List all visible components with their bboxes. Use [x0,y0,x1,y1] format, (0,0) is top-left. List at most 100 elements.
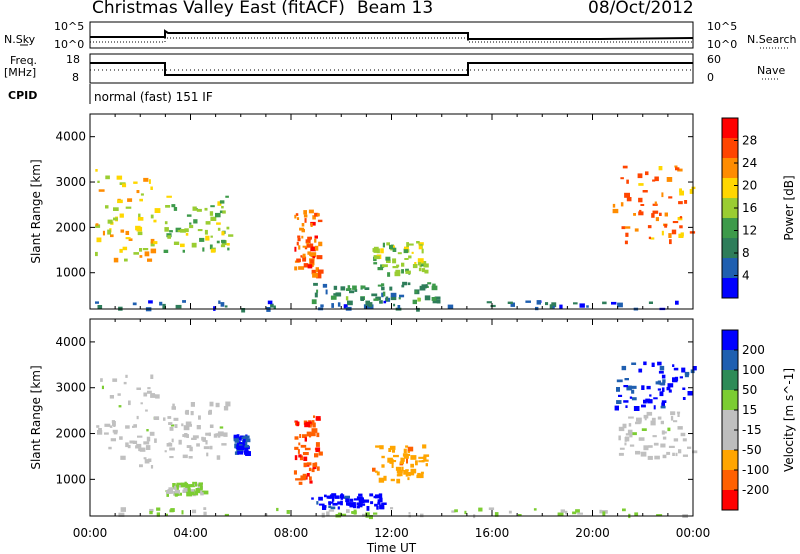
velocity-cell [672,452,675,456]
power-cell [658,166,663,171]
velocity-cell [147,390,152,394]
power-cell [375,296,381,300]
power-cell [418,245,423,250]
power-cell [270,303,274,308]
velocity-cell [668,389,672,393]
velocity-cell [169,509,174,513]
velocity-cell [345,498,350,503]
power-cell [122,183,127,188]
velocity-cell [305,475,308,480]
velocity-cell [396,474,401,477]
power-cell [95,223,99,226]
velocity-cell [646,411,653,416]
power-cell [677,217,683,221]
power-cell [434,296,441,300]
power-cell [304,246,308,250]
power-colorbar: 4 8 12 16 20 24 28 Power [dB] [721,117,796,299]
velocity-cell [191,437,197,440]
power-cell [311,299,317,305]
power-cell [396,264,400,267]
velocity-cell [687,446,692,449]
power-cell [393,303,396,307]
power-cell [672,221,679,224]
power-cell [95,301,99,304]
velocity-cell [359,503,366,506]
power-cell [138,213,141,219]
power-cell [119,248,123,253]
velocity-cell [622,508,626,512]
velocity-cell [175,489,180,494]
date-label: 08/Oct/2012 [588,0,694,18]
colorbar-tick-label: 50 [742,383,757,397]
velocity-cell [652,435,657,438]
colorbar-tick-label: 100 [742,363,765,377]
velocity-cell [659,382,666,386]
velocity-cell [658,370,664,374]
velocity-cell [636,417,642,422]
axes-layer: 1000 2000 3000 4000 Slant Range [km] 1000 2000… [29,114,710,554]
power-cell [626,197,632,202]
freq-unit-label: [MHz] [4,66,37,79]
velocity-cell [234,438,239,443]
velocity-cell [353,504,356,509]
velocity-cell [187,488,191,493]
power-cell [406,242,409,247]
velocity-cell [316,466,320,471]
power-cell [312,215,316,220]
power-cell [684,200,688,204]
velocity-cell [156,512,160,517]
power-cell [612,208,619,214]
velocity-cell [194,481,198,487]
power-cell [525,300,531,303]
power-cell [209,244,213,250]
velocity-cell [396,478,401,484]
power-cell [551,302,557,308]
power-cell [486,301,492,304]
velocity-cell [629,396,633,399]
power-cell [124,258,128,262]
power-cell [624,240,628,245]
power-cell [197,229,203,232]
velocity-cell [312,422,316,428]
velocity-cell [120,507,126,512]
velocity-cell [112,378,118,382]
velocity-cell [300,475,306,481]
velocity-cell [123,381,127,385]
y-axis-label: Slant Range [km] [29,365,43,469]
velocity-cell [200,485,203,491]
velocity-cell [174,424,178,428]
velocity-cell [209,445,213,450]
velocity-cell [649,394,652,397]
power-cell [333,293,337,296]
velocity-cell [673,438,679,442]
power-cell [633,213,636,216]
power-cell [652,203,658,206]
power-cell [394,271,401,277]
power-cell [669,239,672,245]
colorbar-segment [722,198,738,218]
velocity-cell [340,494,345,499]
velocity-cell [370,501,374,505]
velocity-cell [381,464,385,468]
power-cell [107,229,111,235]
power-cell [417,258,424,263]
velocity-cell [203,511,207,516]
velocity-cell [625,433,630,436]
power-cell [552,305,555,309]
velocity-cell [404,454,409,459]
velocity-cell [302,434,307,438]
velocity-cell [109,425,113,428]
power-cell [216,240,220,244]
velocity-cell [186,491,193,497]
colorbar-tick-label: 28 [742,134,757,148]
power-cell [386,259,391,263]
velocity-cell [682,438,687,442]
power-cell [297,235,301,238]
velocity-cell [395,466,402,471]
power-cell [97,180,100,183]
velocity-cell [225,401,231,407]
velocity-cell [203,446,210,450]
power-cell [333,285,338,290]
velocity-cell [643,414,649,419]
power-cell [436,299,441,304]
